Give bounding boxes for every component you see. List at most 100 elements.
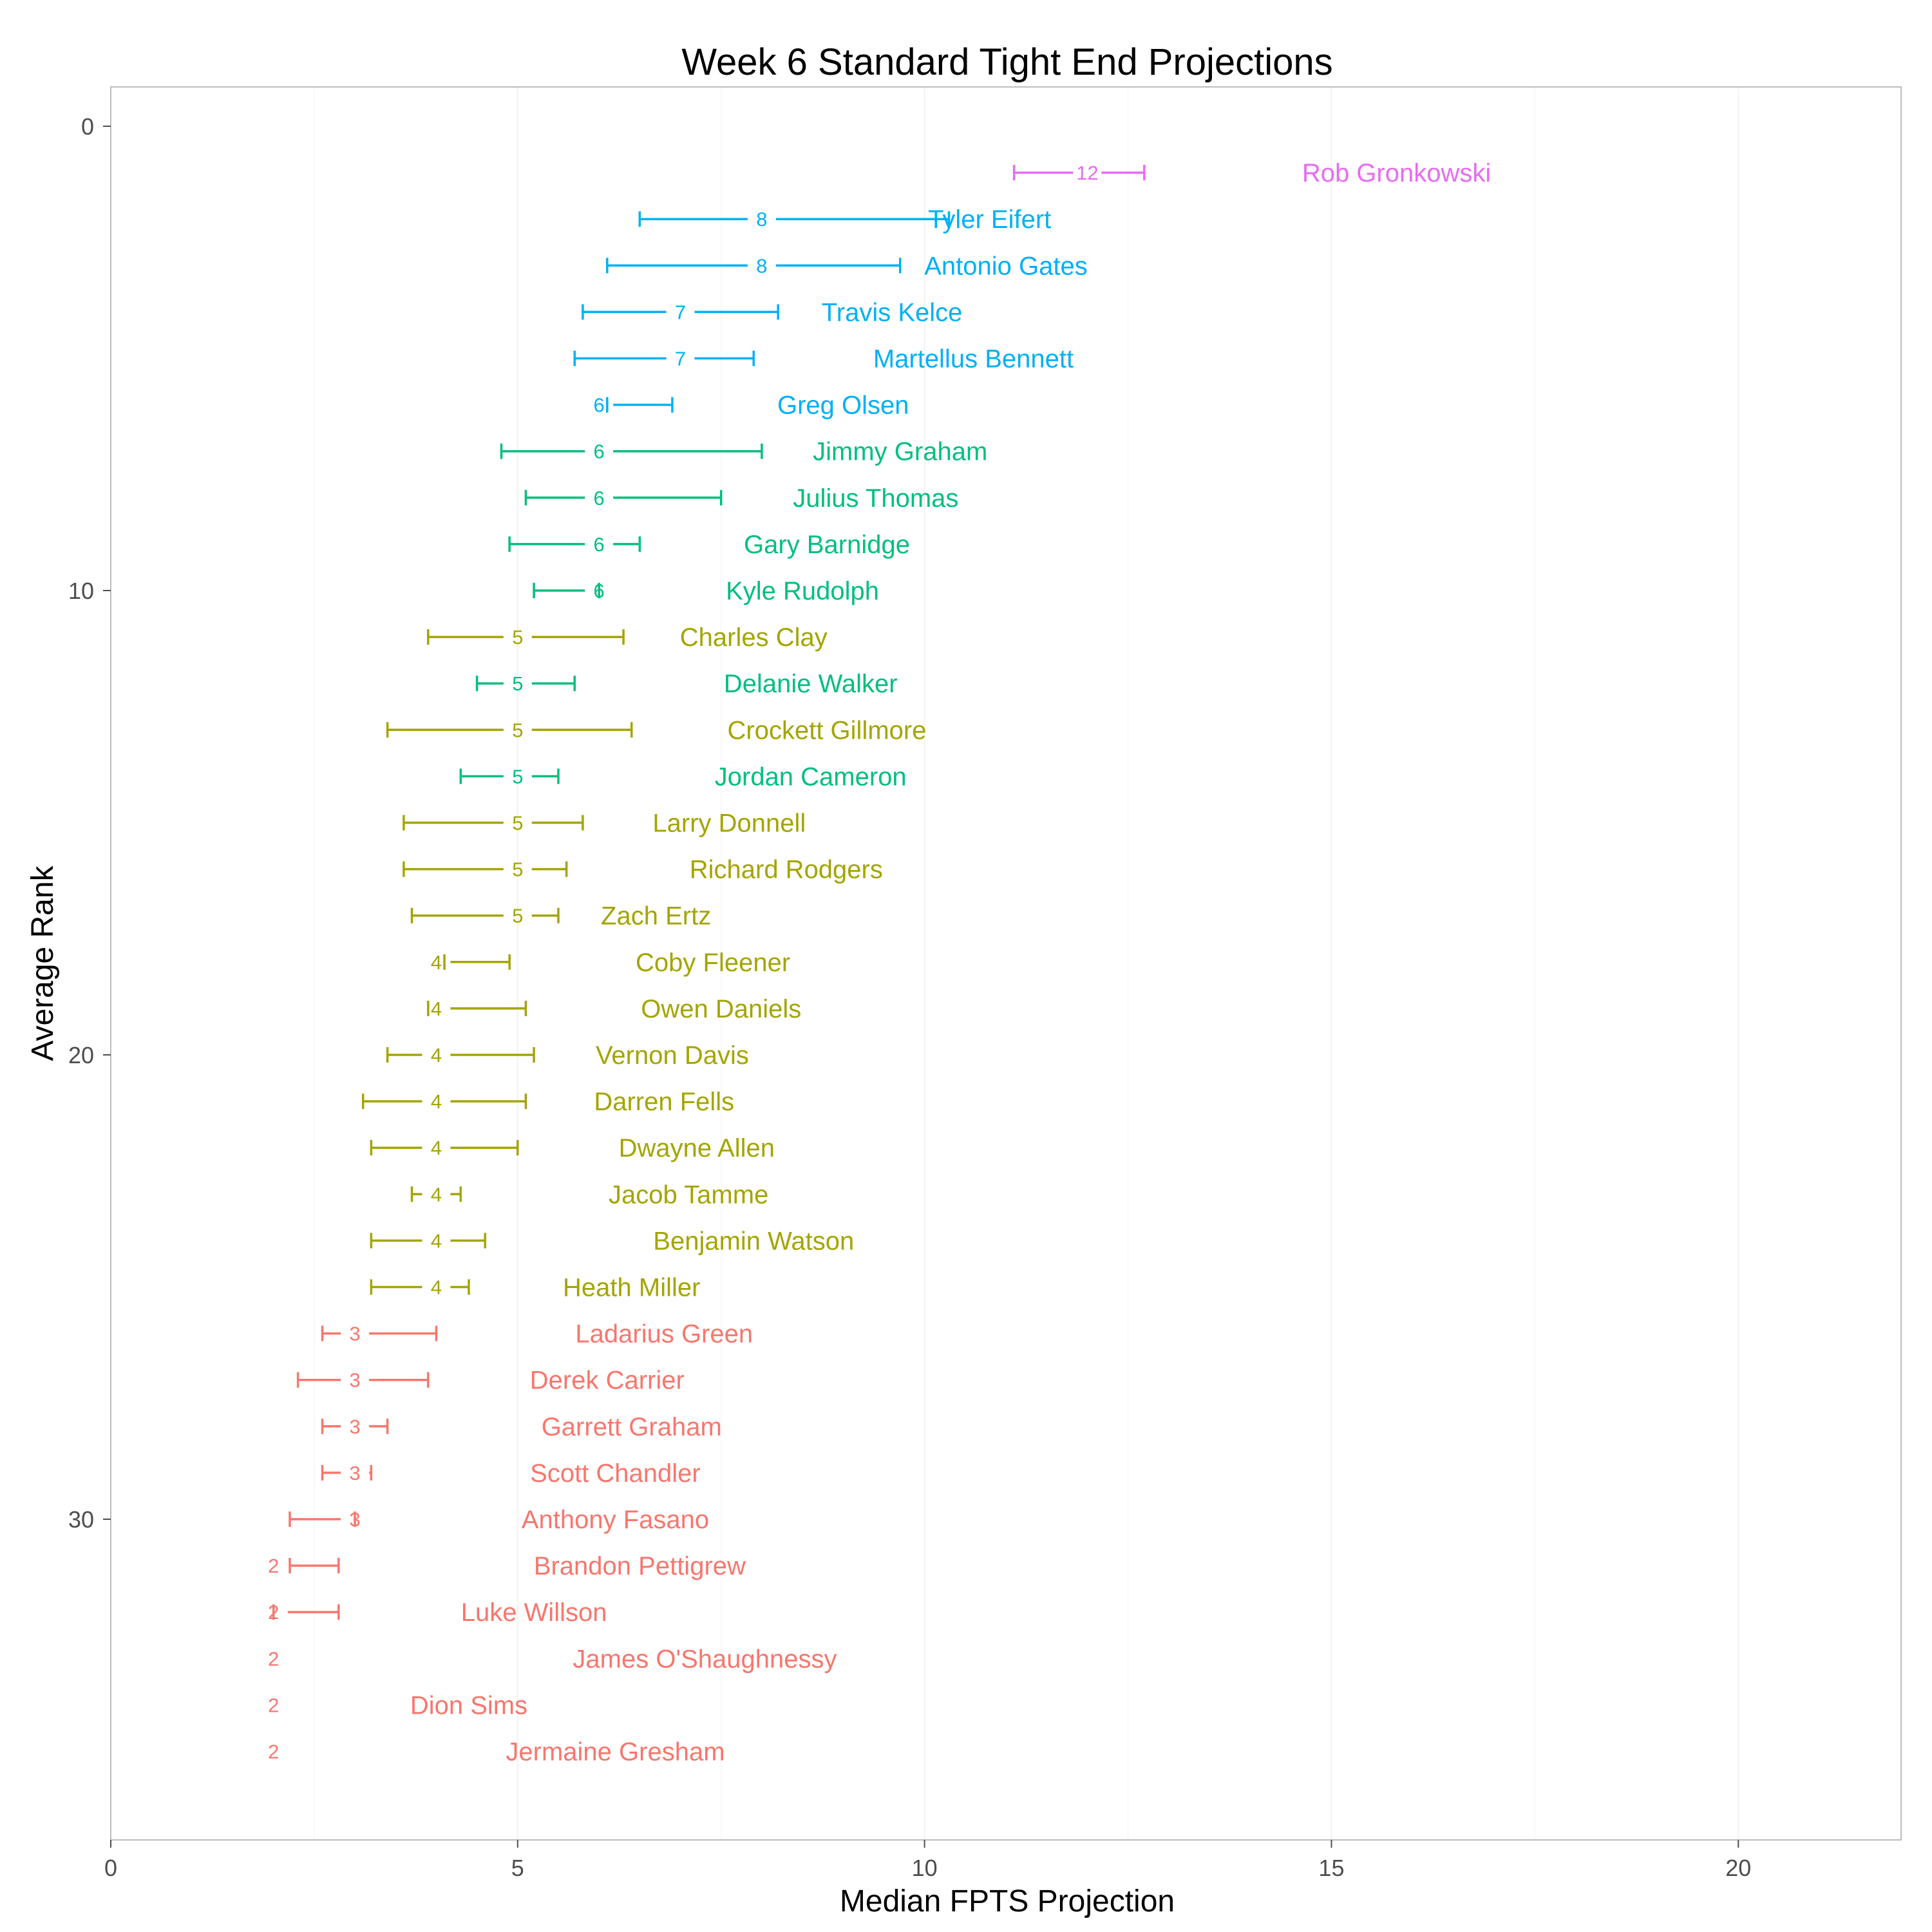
player-row: 3 Scott Chandler: [321, 1459, 701, 1488]
player-row: 8 Antonio Gates: [606, 252, 1088, 280]
player-name-label: Antonio Gates: [924, 252, 1088, 280]
player-row: 2 Luke Willson: [268, 1598, 607, 1627]
median-value-label: 6: [594, 533, 605, 556]
median-value-label: 2: [268, 1647, 279, 1670]
player-name-label: Benjamin Watson: [653, 1227, 854, 1255]
player-name-label: Jacob Tamme: [609, 1180, 768, 1209]
player-row: 3 Garrett Graham: [321, 1413, 722, 1441]
player-name-label: Greg Olsen: [777, 392, 909, 420]
player-row: 3 Anthony Fasano: [289, 1506, 709, 1534]
median-value-label: 2: [268, 1555, 279, 1577]
player-name-label: Luke Willson: [461, 1598, 607, 1627]
player-row: 4 Vernon Davis: [386, 1041, 749, 1070]
median-value-label: 4: [431, 1229, 442, 1252]
player-name-label: Jimmy Graham: [813, 438, 987, 466]
x-tick-label: 0: [104, 1855, 117, 1881]
median-value-label: 4: [431, 1044, 442, 1066]
player-name-label: Jordan Cameron: [715, 762, 907, 791]
player-name-label: Heath Miller: [563, 1274, 700, 1302]
y-axis-label: Average Rank: [26, 865, 60, 1061]
median-value-label: 5: [512, 905, 523, 927]
player-name-label: Charles Clay: [680, 623, 828, 652]
median-value-label: 4: [431, 1276, 442, 1299]
median-value-label: 3: [349, 1508, 360, 1531]
grid-lines: [110, 87, 1739, 1840]
median-value-label: 4: [431, 1137, 442, 1159]
player-name-label: Kyle Rudolph: [726, 577, 879, 605]
player-row: 6 Julius Thomas: [524, 484, 958, 513]
median-value-label: 4: [431, 1090, 442, 1113]
player-row: 12 Rob Gronkowski: [1012, 159, 1491, 187]
player-row: 7 Travis Kelce: [582, 298, 963, 327]
player-row: 6 Greg Olsen: [594, 392, 909, 420]
player-name-label: James O'Shaughnessy: [573, 1645, 837, 1673]
median-value-label: 3: [349, 1369, 360, 1392]
player-name-label: Dion Sims: [410, 1691, 527, 1719]
player-row: 5 Charles Clay: [427, 623, 828, 652]
player-name-label: Tyler Eifert: [928, 205, 1051, 234]
median-value-label: 3: [349, 1323, 360, 1345]
median-value-label: 5: [512, 812, 523, 835]
median-value-label: 5: [512, 672, 523, 695]
median-value-label: 12: [1076, 162, 1098, 184]
player-name-label: Richard Rodgers: [690, 856, 883, 884]
median-value-label: 5: [512, 626, 523, 649]
player-name-label: Rob Gronkowski: [1302, 159, 1491, 187]
player-row: 5 Jordan Cameron: [459, 762, 907, 791]
player-name-label: Garrett Graham: [542, 1413, 722, 1441]
player-name-label: Vernon Davis: [596, 1041, 749, 1070]
player-row: 4 Darren Fells: [361, 1088, 734, 1116]
median-value-label: 7: [675, 348, 686, 370]
player-name-label: Anthony Fasano: [522, 1506, 709, 1534]
median-value-label: 8: [756, 254, 767, 277]
median-value-label: 8: [756, 208, 767, 231]
player-row: 4 Benjamin Watson: [370, 1227, 854, 1255]
player-row: 4 Heath Miller: [370, 1274, 700, 1302]
median-value-label: 3: [349, 1416, 360, 1438]
player-name-label: Crockett Gillmore: [728, 716, 927, 744]
median-value-label: 7: [675, 301, 686, 323]
median-value-label: 5: [512, 858, 523, 881]
player-row: 4 Owen Daniels: [427, 995, 801, 1023]
player-row: 2 Dion Sims: [268, 1691, 527, 1719]
player-row: 8 Tyler Eifert: [638, 205, 1051, 234]
y-tick-label: 0: [81, 113, 94, 140]
y-tick-label: 30: [68, 1506, 94, 1533]
median-value-label: 6: [594, 440, 605, 463]
player-row: 2 Jermaine Gresham: [268, 1738, 724, 1766]
player-name-label: Brandon Pettigrew: [534, 1552, 746, 1580]
player-row: 4 Jacob Tamme: [410, 1180, 768, 1209]
player-row: 3 Ladarius Green: [321, 1320, 753, 1349]
player-name-label: Scott Chandler: [530, 1459, 701, 1488]
player-row: 3 Derek Carrier: [296, 1367, 685, 1395]
median-value-label: 6: [594, 487, 605, 509]
player-row: 5 Crockett Gillmore: [386, 716, 927, 744]
player-name-label: Gary Barnidge: [744, 531, 910, 559]
player-name-label: Owen Daniels: [641, 995, 801, 1023]
player-row: 5 Richard Rodgers: [402, 856, 883, 884]
player-row: 4 Coby Fleener: [431, 949, 790, 977]
player-name-label: Larry Donnell: [652, 810, 806, 838]
player-row: 6 Kyle Rudolph: [533, 577, 879, 605]
median-value-label: 4: [431, 1183, 442, 1206]
player-name-label: Derek Carrier: [530, 1367, 685, 1395]
median-value-label: 4: [431, 998, 442, 1020]
median-value-label: 2: [268, 1694, 279, 1716]
x-tick-label: 20: [1725, 1855, 1751, 1881]
player-name-label: Ladarius Green: [575, 1320, 753, 1349]
player-name-label: Julius Thomas: [793, 484, 958, 513]
median-value-label: 2: [268, 1741, 279, 1763]
x-tick-label: 15: [1318, 1855, 1344, 1881]
x-axis-label: Median FPTS Projection: [840, 1884, 1175, 1918]
median-value-label: 6: [594, 580, 605, 602]
player-row: 5 Zach Ertz: [410, 902, 711, 931]
player-name-label: Travis Kelce: [822, 298, 963, 327]
player-name-label: Dwayne Allen: [619, 1134, 775, 1162]
data-marks: 12 Rob Gronkowski 8 Tyler Eifert 8 Antonio Ga…: [268, 159, 1491, 1766]
chart-title: Week 6 Standard Tight End Projections: [681, 41, 1332, 83]
player-row: 2 Brandon Pettigrew: [268, 1552, 746, 1580]
median-value-label: 3: [349, 1462, 360, 1484]
player-row: 5 Delanie Walker: [475, 670, 898, 698]
player-row: 6 Gary Barnidge: [508, 531, 910, 559]
